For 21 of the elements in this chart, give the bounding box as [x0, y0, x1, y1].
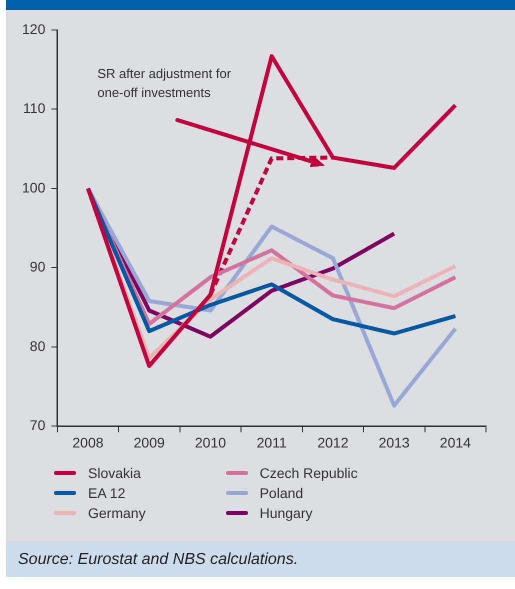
x-tick-label: 2008 [72, 434, 104, 450]
legend-label: Poland [260, 485, 304, 501]
x-tick-label: 2014 [440, 434, 472, 450]
y-tick-label: 120 [22, 20, 46, 37]
legend-label: Slovakia [88, 465, 141, 481]
legend-label: EA 12 [88, 485, 126, 501]
x-tick-label: 2009 [134, 434, 165, 450]
y-tick-label: 80 [30, 338, 46, 354]
x-tick-label: 2010 [194, 434, 226, 450]
y-tick-label: 100 [22, 179, 46, 196]
y-tick-label: 90 [30, 258, 46, 275]
legend-label: Czech Republic [260, 465, 358, 481]
annotation: SR after adjustment for one-off investments [97, 66, 232, 100]
x-tick-label: 2011 [256, 434, 287, 450]
x-tick-label: 2012 [317, 434, 349, 450]
x-tick-label: 2013 [378, 434, 410, 450]
legend-label: Germany [88, 505, 146, 521]
source-note: Source: Eurostat and NBS calculations. [6, 541, 515, 577]
y-tick-label: 110 [23, 100, 46, 116]
legend-label: Hungary [260, 505, 312, 521]
y-tick-label: 70 [30, 417, 46, 434]
